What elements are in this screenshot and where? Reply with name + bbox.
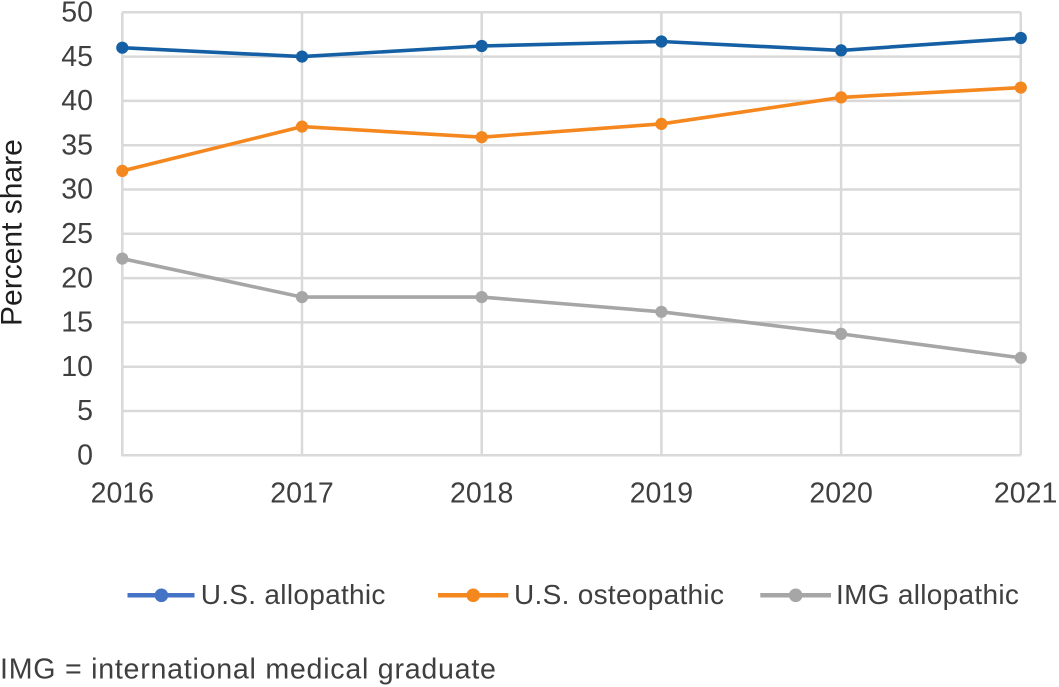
- svg-text:25: 25: [61, 218, 93, 250]
- svg-text:2019: 2019: [630, 478, 693, 510]
- svg-text:2018: 2018: [450, 478, 513, 510]
- svg-text:35: 35: [61, 129, 93, 161]
- svg-text:2017: 2017: [270, 478, 333, 510]
- svg-text:5: 5: [77, 395, 93, 427]
- svg-text:2021: 2021: [994, 478, 1057, 510]
- svg-text:IMG = international medical gr: IMG = international medical graduate: [0, 654, 497, 686]
- svg-text:30: 30: [61, 174, 93, 206]
- svg-text:2016: 2016: [91, 478, 154, 510]
- svg-text:40: 40: [61, 85, 93, 117]
- svg-text:0: 0: [77, 440, 93, 472]
- svg-text:50: 50: [61, 0, 93, 29]
- svg-text:15: 15: [61, 307, 93, 339]
- svg-text:IMG allopathic: IMG allopathic: [836, 579, 1019, 610]
- svg-text:2020: 2020: [809, 478, 872, 510]
- svg-text:45: 45: [61, 41, 93, 73]
- svg-text:U.S. allopathic: U.S. allopathic: [201, 579, 386, 610]
- svg-text:20: 20: [61, 262, 93, 294]
- svg-text:Percent share: Percent share: [0, 139, 29, 326]
- svg-text:10: 10: [61, 351, 93, 383]
- svg-text:U.S. osteopathic: U.S. osteopathic: [514, 579, 724, 610]
